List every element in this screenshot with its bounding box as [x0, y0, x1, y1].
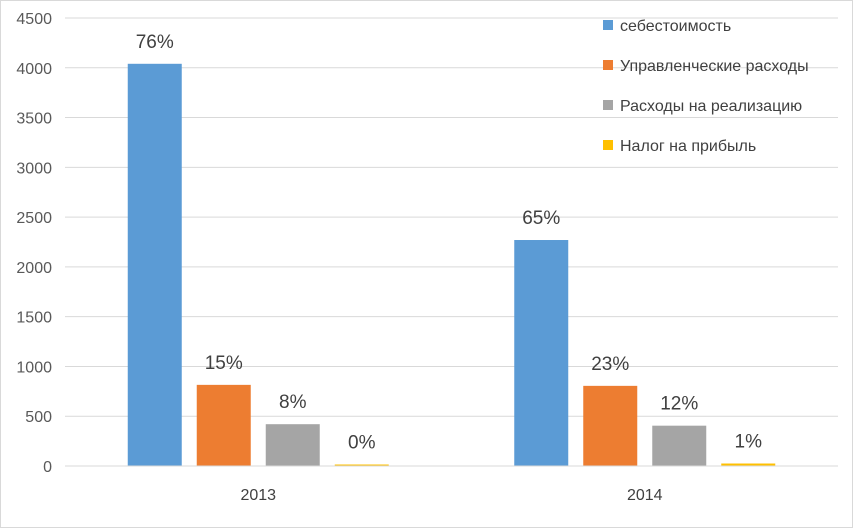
y-tick-label: 1000 [16, 359, 52, 376]
y-tick-label: 2500 [16, 210, 52, 227]
y-tick-label: 500 [25, 409, 52, 426]
y-tick-label: 0 [43, 459, 52, 476]
bar [514, 240, 569, 466]
y-tick-label: 3500 [16, 111, 52, 128]
x-tick-label: 2013 [240, 487, 276, 504]
bar [265, 424, 320, 466]
bar [583, 385, 638, 466]
data-label: 12% [660, 394, 698, 415]
x-axis: 2013 2014 [65, 465, 838, 504]
data-label: 76% [136, 32, 174, 53]
x-tick-label: 2014 [627, 487, 663, 504]
data-label: 23% [591, 354, 629, 375]
data-labels: 76% 15% 8% 0% 65% 23% 12% 1% [136, 32, 762, 454]
y-tick-label: 4500 [16, 11, 52, 28]
legend-swatch [603, 100, 613, 110]
legend-swatch [603, 140, 613, 150]
legend-label: Управленческие расходы [620, 58, 809, 75]
y-tick-label: 3000 [16, 160, 52, 177]
bar [334, 464, 389, 466]
y-tick-label: 4000 [16, 61, 52, 78]
data-label: 8% [279, 392, 307, 413]
y-tick-label: 1500 [16, 310, 52, 327]
legend-label: Налог на прибыль [620, 138, 756, 155]
bar [652, 425, 707, 466]
data-label: 15% [205, 353, 243, 374]
legend-label: себестоимость [620, 18, 731, 35]
bar [721, 463, 776, 466]
bar [196, 384, 251, 466]
bar [127, 63, 182, 466]
data-label: 1% [735, 432, 763, 453]
legend-swatch [603, 60, 613, 70]
bars [127, 63, 776, 466]
y-tick-label: 2000 [16, 260, 52, 277]
data-label: 65% [522, 208, 560, 229]
legend-label: Расходы на реализацию [620, 98, 802, 115]
legend-swatch [603, 20, 613, 30]
data-label: 0% [348, 433, 376, 454]
y-axis: 0 500 1000 1500 2000 2500 3000 3500 4000 4500 [16, 11, 52, 476]
legend: себестоимость Управленческие расходы Расхо… [603, 18, 809, 155]
